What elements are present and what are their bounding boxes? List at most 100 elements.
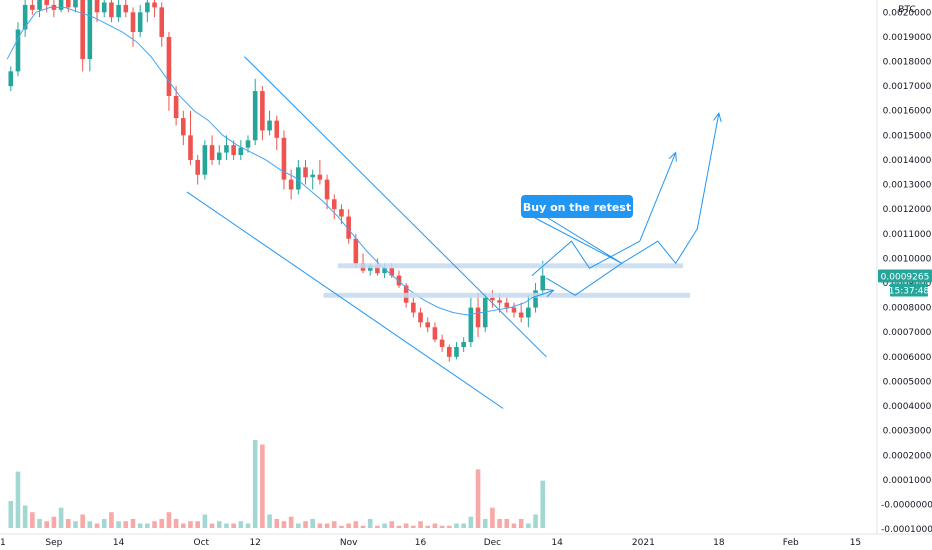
- volume-bar: [482, 518, 488, 528]
- candle-body: [518, 312, 524, 318]
- candle: [461, 337, 466, 352]
- volume-bar: [260, 444, 265, 528]
- volume-bar: [44, 521, 50, 528]
- candle-body: [526, 307, 531, 318]
- candle: [166, 31, 172, 111]
- time-tick-label: Feb: [783, 538, 799, 548]
- volume-bar: [339, 525, 344, 528]
- candle-body: [202, 145, 208, 175]
- candle: [58, 0, 64, 13]
- volume-bar: [461, 523, 466, 528]
- resistance-zone[interactable]: [337, 263, 683, 269]
- candle: [152, 0, 157, 18]
- candle-body: [446, 346, 452, 357]
- price-tick-label: 0.0013000: [883, 181, 932, 191]
- volume-bar: [245, 523, 251, 528]
- volume-bar: [216, 521, 222, 528]
- candle: [145, 0, 150, 23]
- price-tick-label: 0.0003000: [883, 427, 932, 437]
- candle-body: [533, 290, 538, 308]
- projection-path-a[interactable]: [531, 152, 677, 276]
- volume-bar: [224, 523, 229, 528]
- candle-body: [137, 12, 143, 32]
- volume-bar: [137, 523, 143, 528]
- candlesticks: [8, 0, 546, 362]
- price-tick-label: 0.0020000: [883, 8, 932, 18]
- candle-body: [331, 199, 337, 210]
- volume-bar: [403, 523, 409, 528]
- candle: [173, 86, 179, 126]
- volume-bar: [37, 518, 42, 528]
- candle-body: [468, 307, 474, 343]
- candle: [475, 292, 481, 338]
- candle: [87, 0, 93, 72]
- channel-upper-line[interactable]: [244, 56, 547, 358]
- volume-bar: [159, 518, 165, 528]
- volume-bar: [109, 512, 114, 528]
- time-tick-label: Sep: [45, 538, 62, 548]
- candle-body: [497, 300, 502, 303]
- time-axis[interactable]: 21 Sep 14 Oct 12 Nov 16 Dec 14 2021 18 Feb 15: [0, 538, 861, 548]
- volume-bar: [51, 516, 57, 528]
- volume-bar: [468, 516, 474, 528]
- candle: [159, 2, 165, 47]
- candle-body: [310, 174, 316, 178]
- candle-body: [65, 0, 71, 8]
- candle-body: [475, 307, 481, 328]
- price-tick-label: 0.0019000: [883, 33, 932, 43]
- volume-bar: [533, 514, 538, 528]
- volume-bar: [181, 523, 186, 528]
- volume-bar: [130, 518, 136, 528]
- support-zone[interactable]: [323, 292, 691, 298]
- candle: [109, 0, 114, 23]
- candle: [296, 159, 301, 195]
- candle: [209, 135, 215, 165]
- candle-body: [375, 265, 380, 274]
- price-tick-label: 0.0012000: [883, 205, 932, 215]
- candle: [30, 0, 35, 15]
- candle: [252, 78, 258, 146]
- candle: [511, 302, 517, 318]
- channel-lower-line[interactable]: [186, 191, 504, 409]
- volume-bar: [439, 525, 445, 528]
- candle-body: [540, 275, 546, 291]
- candle-body: [346, 216, 351, 239]
- candle: [432, 322, 438, 343]
- candle: [353, 233, 359, 269]
- candle: [73, 0, 78, 13]
- volume-bar: [123, 521, 129, 528]
- price-tick-label: 0.0002000: [883, 451, 932, 461]
- volume-bar: [432, 523, 438, 528]
- candle-body: [216, 152, 222, 160]
- candle-body: [44, 0, 50, 5]
- price-tick-label: 0.0008000: [883, 304, 932, 314]
- projection-path-b[interactable]: [546, 113, 720, 296]
- projection-path-c[interactable]: [531, 289, 554, 299]
- candle: [310, 169, 316, 190]
- candle-body: [37, 0, 42, 10]
- volume-bar: [504, 518, 510, 528]
- candle-body: [267, 120, 272, 131]
- volume-bar: [274, 518, 280, 528]
- volume-bar: [281, 521, 287, 528]
- projection-arrowhead-c: [544, 288, 555, 298]
- volume-bar: [324, 523, 330, 528]
- buy-callout-label: Buy on the retest: [523, 201, 631, 214]
- candle-body: [145, 2, 150, 13]
- candle-body: [389, 268, 395, 276]
- volume-bar: [30, 512, 35, 528]
- candle: [188, 110, 193, 165]
- price-tick-label: 0.0017000: [883, 82, 932, 92]
- candle-body: [303, 167, 308, 178]
- volume-bar: [353, 521, 359, 528]
- time-tick-label: 18: [713, 538, 725, 548]
- candle: [267, 110, 272, 136]
- volume-bar: [87, 521, 93, 528]
- candle: [8, 66, 14, 92]
- candle-body: [166, 36, 172, 96]
- buy-callout[interactable]: Buy on the retest: [521, 195, 633, 264]
- candle-body: [252, 91, 258, 141]
- time-tick-label: 15: [850, 538, 861, 548]
- volume-bar: [310, 518, 316, 528]
